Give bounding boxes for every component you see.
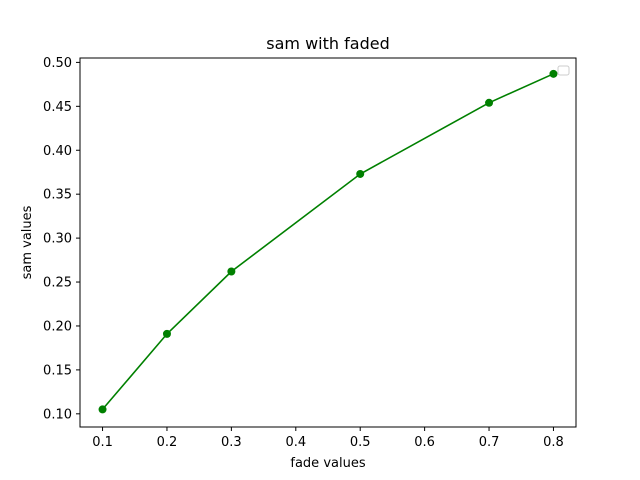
x-tick-label: 0.8 [543, 435, 564, 450]
plot-area [79, 57, 577, 428]
x-tick-label: 0.3 [221, 435, 242, 450]
chart-title: sam with faded [266, 34, 389, 53]
y-tick-label: 0.25 [43, 276, 72, 291]
data-point [485, 98, 494, 107]
y-tick-label: 0.30 [43, 232, 72, 247]
y-tick-label: 0.10 [43, 407, 72, 422]
x-axis-label: fade values [290, 456, 365, 471]
x-tick-label: 0.6 [414, 435, 435, 450]
data-point [162, 329, 171, 338]
series-line [101, 73, 554, 410]
y-tick-label: 0.50 [43, 56, 72, 71]
y-tick-label: 0.40 [43, 144, 72, 159]
y-tick-label: 0.15 [43, 363, 72, 378]
x-tick-label: 0.2 [157, 435, 178, 450]
x-tick-label: 0.7 [479, 435, 500, 450]
x-tick-label: 0.1 [92, 435, 113, 450]
x-tick-label: 0.4 [285, 435, 306, 450]
series-layer [98, 69, 558, 414]
y-axis: 0.10 0.15 0.20 0.25 0.30 0.35 0.40 0.45 0.50 [43, 56, 80, 422]
data-point [549, 69, 558, 78]
x-tick-label: 0.5 [350, 435, 371, 450]
x-axis: 0.1 0.2 0.3 0.4 0.5 0.6 0.7 0.8 [92, 427, 564, 450]
y-tick-label: 0.20 [43, 319, 72, 334]
y-tick-label: 0.35 [43, 188, 72, 203]
data-point [356, 169, 365, 178]
y-axis-label: sam values [20, 205, 35, 279]
data-point [98, 405, 107, 414]
data-point [227, 267, 236, 276]
legend-box [557, 65, 570, 76]
y-tick-label: 0.45 [43, 100, 72, 115]
